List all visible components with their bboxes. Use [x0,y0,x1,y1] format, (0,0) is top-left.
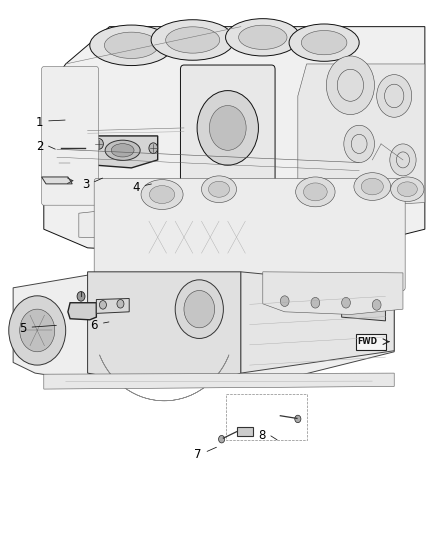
Ellipse shape [361,178,383,195]
Ellipse shape [301,30,347,55]
Polygon shape [68,303,96,320]
Text: 7: 7 [194,448,202,461]
Circle shape [219,435,225,443]
Polygon shape [96,298,129,313]
Text: 4: 4 [132,181,140,194]
Ellipse shape [304,183,327,201]
Circle shape [209,106,246,150]
Ellipse shape [354,173,391,200]
Ellipse shape [289,24,359,61]
Circle shape [20,309,55,352]
Circle shape [371,111,399,145]
Circle shape [377,75,412,117]
Ellipse shape [226,19,300,56]
Ellipse shape [166,27,220,53]
Ellipse shape [141,180,183,209]
Polygon shape [88,136,158,168]
Circle shape [178,194,185,203]
FancyBboxPatch shape [42,67,99,205]
Ellipse shape [296,177,335,207]
Circle shape [351,134,367,154]
Text: 1: 1 [35,116,43,129]
Polygon shape [79,205,350,253]
Polygon shape [298,64,425,208]
Ellipse shape [111,144,134,157]
Text: FWD: FWD [357,337,377,346]
Ellipse shape [104,32,159,59]
Circle shape [77,292,85,301]
Circle shape [175,280,223,338]
Ellipse shape [90,25,173,66]
Ellipse shape [105,140,140,160]
Circle shape [280,296,289,306]
Circle shape [372,300,381,310]
Circle shape [184,290,215,328]
FancyBboxPatch shape [356,334,386,350]
Polygon shape [57,160,72,165]
Ellipse shape [149,185,175,204]
Ellipse shape [397,182,417,197]
Ellipse shape [201,176,237,203]
Ellipse shape [239,25,287,50]
Circle shape [391,156,415,185]
Circle shape [311,297,320,308]
Circle shape [99,301,106,309]
FancyBboxPatch shape [94,179,405,290]
Circle shape [197,91,258,165]
Polygon shape [175,193,232,204]
Circle shape [361,99,410,157]
FancyBboxPatch shape [136,213,267,264]
Circle shape [363,159,382,182]
Circle shape [326,56,374,115]
Text: 6: 6 [90,319,98,332]
Ellipse shape [391,177,424,201]
Polygon shape [13,269,394,384]
Circle shape [385,84,404,108]
Ellipse shape [151,20,234,60]
Circle shape [9,296,66,365]
Polygon shape [263,272,403,314]
Polygon shape [342,304,385,321]
Text: 3: 3 [82,178,89,191]
Circle shape [390,144,416,176]
Polygon shape [237,427,253,436]
Text: 5: 5 [19,322,26,335]
Polygon shape [88,272,241,381]
Polygon shape [44,27,425,256]
Polygon shape [241,272,394,373]
Circle shape [342,297,350,308]
Circle shape [337,69,364,101]
Circle shape [149,143,158,154]
Polygon shape [42,177,72,184]
Text: 2: 2 [35,140,43,153]
Circle shape [396,152,410,168]
Polygon shape [44,373,394,389]
Circle shape [344,125,374,163]
Circle shape [84,145,91,154]
Text: 8: 8 [258,430,265,442]
Circle shape [95,139,103,149]
Circle shape [295,415,301,423]
FancyBboxPatch shape [180,65,275,191]
Circle shape [117,300,124,308]
Ellipse shape [208,181,230,197]
